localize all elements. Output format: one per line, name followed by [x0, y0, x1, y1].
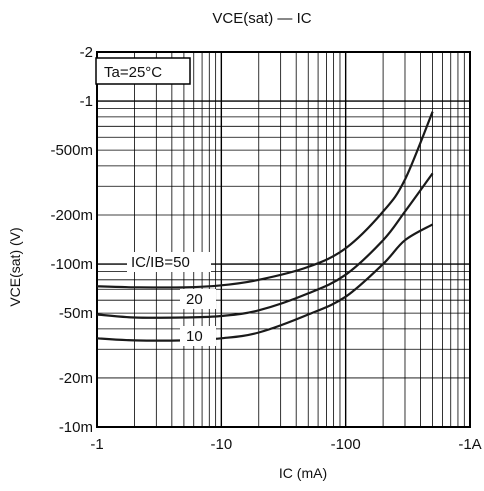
label-bg-10 — [180, 326, 216, 346]
x-tick-label: -1 — [90, 436, 103, 453]
series-line-1 — [96, 172, 434, 319]
curve-label-20: 20 — [186, 291, 203, 308]
chart-title: VCE(sat) — IC — [212, 10, 311, 27]
x-tick-label: -1A — [458, 436, 481, 453]
grid — [97, 52, 470, 427]
y-tick-label: -500m — [50, 142, 93, 159]
curve-label-10: 10 — [186, 328, 203, 345]
ta-annotation: Ta=25°C — [95, 57, 191, 85]
x-axis-title: IC (mA) — [279, 465, 327, 481]
y-axis-title: VCE(sat) (V) — [7, 227, 23, 306]
plot-frame — [96, 51, 471, 428]
series-group — [96, 111, 434, 342]
y-tick-label: -50m — [59, 305, 93, 322]
x-tick-labels: -1 -10 -100 -1A — [90, 436, 481, 453]
y-tick-label: -10m — [59, 419, 93, 436]
y-tick-label: -200m — [50, 207, 93, 224]
ta-annotation-box — [95, 57, 191, 85]
y-tick-label: -20m — [59, 370, 93, 387]
y-tick-labels: -2 -1 -500m -200m -100m -50m -20m -10m — [50, 44, 93, 436]
ta-annotation-text: Ta=25°C — [104, 64, 162, 81]
curve-label-50: IC/IB=50 — [131, 254, 190, 271]
series-line-2 — [96, 223, 434, 342]
x-tick-label: -10 — [210, 436, 232, 453]
y-tick-label: -100m — [50, 256, 93, 273]
y-tick-label: -2 — [80, 44, 93, 61]
series-line-0 — [96, 111, 434, 289]
x-tick-label: -100 — [331, 436, 361, 453]
label-bg-50 — [127, 252, 211, 272]
y-tick-label: -1 — [80, 93, 93, 110]
label-bg-20 — [180, 289, 216, 309]
